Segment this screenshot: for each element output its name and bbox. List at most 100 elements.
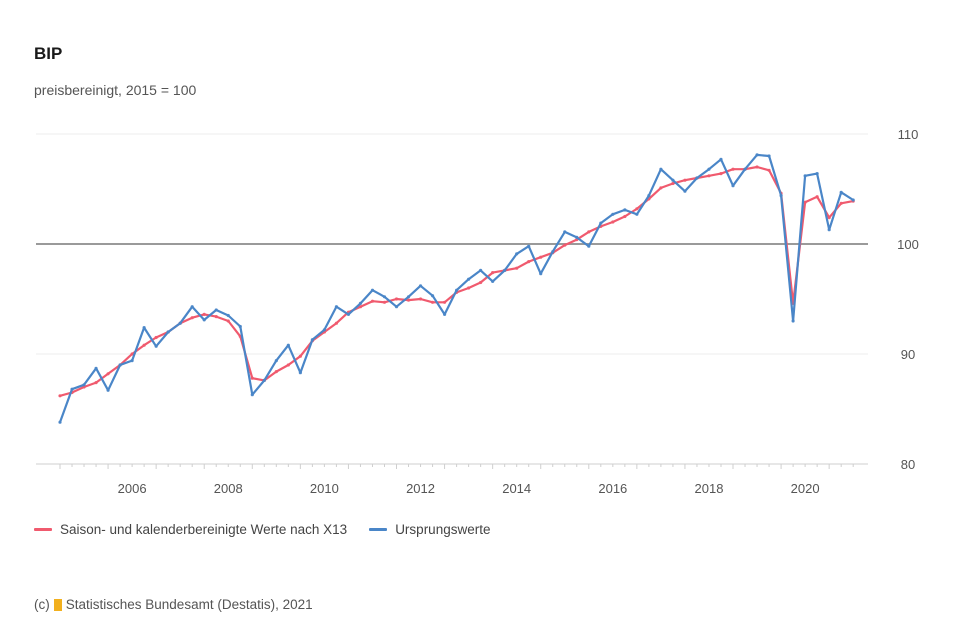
- data-point-adjusted[interactable]: [491, 271, 495, 275]
- data-point-original[interactable]: [575, 235, 579, 239]
- data-point-original[interactable]: [202, 318, 206, 322]
- data-point-adjusted[interactable]: [707, 174, 711, 178]
- data-point-adjusted[interactable]: [202, 312, 206, 316]
- data-point-adjusted[interactable]: [442, 300, 447, 304]
- data-point-original[interactable]: [611, 212, 615, 216]
- data-point-original[interactable]: [755, 153, 759, 157]
- data-point-original[interactable]: [707, 167, 711, 171]
- data-point-adjusted[interactable]: [286, 363, 290, 367]
- data-point-original[interactable]: [479, 268, 483, 272]
- data-point-adjusted[interactable]: [539, 255, 543, 259]
- data-point-original[interactable]: [274, 359, 278, 363]
- data-point-original[interactable]: [719, 157, 723, 161]
- data-point-original[interactable]: [382, 295, 387, 299]
- data-point-original[interactable]: [695, 176, 699, 180]
- data-point-adjusted[interactable]: [467, 286, 471, 290]
- data-point-original[interactable]: [527, 244, 531, 248]
- data-point-original[interactable]: [406, 295, 411, 299]
- data-point-original[interactable]: [70, 387, 74, 391]
- data-point-adjusted[interactable]: [563, 243, 567, 247]
- data-point-original[interactable]: [743, 167, 747, 171]
- data-point-original[interactable]: [851, 198, 855, 202]
- data-point-adjusted[interactable]: [611, 220, 615, 224]
- data-point-original[interactable]: [262, 378, 266, 382]
- data-point-original[interactable]: [358, 301, 363, 305]
- data-point-original[interactable]: [587, 244, 591, 248]
- data-point-original[interactable]: [418, 284, 423, 288]
- data-point-original[interactable]: [286, 343, 290, 347]
- data-point-original[interactable]: [683, 189, 687, 193]
- data-point-adjusted[interactable]: [418, 297, 423, 301]
- data-point-original[interactable]: [815, 172, 819, 176]
- data-point-original[interactable]: [394, 305, 399, 309]
- data-point-original[interactable]: [791, 319, 795, 323]
- legend-item-adjusted[interactable]: Saison- und kalenderbereinigte Werte nac…: [34, 522, 347, 537]
- data-point-adjusted[interactable]: [659, 186, 663, 190]
- data-point-adjusted[interactable]: [370, 299, 375, 303]
- series-line-original[interactable]: [58, 153, 855, 424]
- data-point-original[interactable]: [839, 190, 843, 194]
- data-point-original[interactable]: [118, 363, 122, 367]
- data-point-adjusted[interactable]: [635, 207, 639, 211]
- data-point-original[interactable]: [551, 250, 555, 254]
- data-point-adjusted[interactable]: [731, 167, 735, 171]
- data-point-original[interactable]: [454, 288, 459, 292]
- data-point-adjusted[interactable]: [226, 319, 230, 323]
- data-point-adjusted[interactable]: [106, 372, 110, 376]
- data-point-adjusted[interactable]: [250, 376, 254, 380]
- data-point-original[interactable]: [214, 308, 218, 312]
- data-point-original[interactable]: [94, 366, 98, 370]
- data-point-original[interactable]: [803, 174, 807, 178]
- data-point-original[interactable]: [503, 268, 507, 272]
- data-point-adjusted[interactable]: [767, 168, 771, 172]
- series-line-adjusted[interactable]: [58, 165, 855, 397]
- data-point-adjusted[interactable]: [430, 300, 435, 304]
- data-point-original[interactable]: [190, 305, 194, 309]
- data-point-adjusted[interactable]: [58, 394, 62, 398]
- data-point-original[interactable]: [58, 420, 62, 424]
- data-point-adjusted[interactable]: [671, 181, 675, 186]
- data-point-original[interactable]: [635, 212, 639, 216]
- data-point-adjusted[interactable]: [839, 201, 843, 205]
- data-point-adjusted[interactable]: [358, 305, 363, 309]
- data-point-adjusted[interactable]: [382, 300, 387, 304]
- data-point-adjusted[interactable]: [214, 315, 218, 319]
- data-point-adjusted[interactable]: [394, 297, 399, 301]
- data-point-adjusted[interactable]: [527, 260, 531, 264]
- data-point-original[interactable]: [130, 359, 134, 363]
- data-point-original[interactable]: [166, 330, 170, 334]
- data-point-original[interactable]: [515, 252, 519, 256]
- data-point-original[interactable]: [346, 312, 351, 316]
- data-point-adjusted[interactable]: [755, 165, 759, 169]
- data-point-original[interactable]: [430, 294, 435, 298]
- legend-item-original[interactable]: Ursprungswerte: [369, 522, 490, 537]
- data-point-original[interactable]: [827, 228, 831, 232]
- data-point-adjusted[interactable]: [274, 370, 278, 374]
- data-point-adjusted[interactable]: [515, 266, 519, 270]
- data-point-adjusted[interactable]: [587, 230, 591, 234]
- data-point-original[interactable]: [731, 184, 735, 188]
- data-point-original[interactable]: [539, 272, 543, 276]
- data-point-adjusted[interactable]: [190, 316, 194, 320]
- data-point-original[interactable]: [623, 208, 627, 212]
- data-point-original[interactable]: [671, 178, 675, 182]
- data-point-original[interactable]: [779, 194, 783, 198]
- data-point-adjusted[interactable]: [130, 352, 134, 356]
- data-point-adjusted[interactable]: [154, 335, 158, 340]
- data-point-adjusted[interactable]: [94, 381, 98, 385]
- data-point-adjusted[interactable]: [479, 280, 483, 285]
- data-point-original[interactable]: [310, 338, 314, 342]
- data-point-original[interactable]: [442, 312, 447, 316]
- data-point-adjusted[interactable]: [406, 298, 411, 302]
- data-point-original[interactable]: [563, 230, 567, 234]
- data-point-original[interactable]: [226, 313, 230, 318]
- data-point-original[interactable]: [154, 344, 158, 348]
- data-point-original[interactable]: [467, 277, 471, 281]
- data-point-original[interactable]: [250, 393, 254, 397]
- data-point-original[interactable]: [82, 383, 86, 387]
- data-point-adjusted[interactable]: [683, 178, 687, 182]
- data-point-original[interactable]: [298, 371, 302, 375]
- data-point-original[interactable]: [647, 194, 651, 198]
- data-point-adjusted[interactable]: [815, 195, 819, 199]
- data-point-adjusted[interactable]: [623, 214, 627, 219]
